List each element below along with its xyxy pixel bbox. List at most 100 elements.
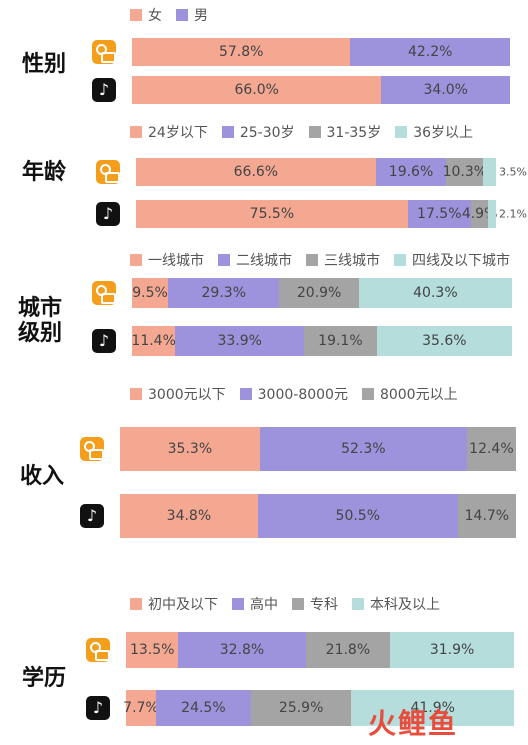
legend: 一线城市 二线城市 三线城市 四线及以下城市 (130, 250, 524, 270)
section-label: 年龄 (22, 160, 67, 185)
bar-segment: 29.3% (168, 278, 280, 308)
legend-item: 3000-8000元 (239, 384, 348, 404)
legend-label: 3000-8000元 (257, 387, 348, 403)
legend-label: 四线及以下城市 (412, 253, 510, 269)
bar-segment: 66.0% (132, 76, 382, 104)
bar-segment: 25.9% (250, 690, 352, 726)
data-label: 42.2% (407, 44, 453, 60)
legend-swatch (352, 598, 364, 610)
kuaishou-app-icon (96, 160, 120, 184)
legend-label: 初中及以下 (148, 597, 218, 613)
data-label: 2.1% (498, 207, 527, 221)
legend-swatch (221, 126, 234, 138)
bar-segment: 4.9% (462, 200, 497, 228)
data-label: 13.5% (129, 642, 175, 658)
data-label: 66.0% (234, 82, 279, 98)
legend: 3000元以下 3000-8000元 8000元以上 (130, 384, 472, 404)
legend-label: 36岁以上 (413, 125, 474, 141)
legend-label: 本科及以上 (370, 597, 440, 613)
bar-segment: 34.8% (120, 494, 258, 538)
legend-item: 24岁以下 (130, 122, 208, 142)
legend-item: 四线及以下城市 (394, 250, 510, 270)
legend: 24岁以下 25-30岁 31-35岁 36岁以上 (130, 122, 487, 142)
douyin-app-icon: ♪ (96, 202, 120, 226)
data-label: 11.4% (131, 333, 176, 349)
legend-item: 本科及以上 (352, 594, 440, 614)
section-label: 城市 级别 (18, 296, 63, 347)
bar-row: 66.6% 19.6% 10.3% 3.5% (136, 158, 527, 186)
legend-label: 三线城市 (324, 253, 380, 269)
data-label: 50.5% (335, 508, 381, 524)
section-label: 学历 (22, 666, 67, 691)
bar-segment: 7.7% (123, 690, 159, 726)
bar-segment: 57.8% (132, 38, 351, 66)
bar-segment: 33.9% (175, 326, 305, 356)
data-label: 75.5% (249, 206, 295, 222)
legend-swatch (395, 126, 408, 138)
legend-item: 一线城市 (130, 250, 204, 270)
bar-segment: 40.3% (358, 278, 512, 308)
data-label: 41.9% (410, 700, 455, 716)
data-label: 57.8% (218, 44, 264, 60)
legend-item: 初中及以下 (130, 594, 218, 614)
watermark-logo: 火鲤鱼 (368, 707, 459, 740)
legend-label: 男 (194, 8, 208, 24)
bar-segment: 41.9% (351, 690, 514, 726)
bar-segment: 66.6% (136, 158, 376, 186)
douyin-app-icon: ♪ (92, 329, 116, 353)
legend-item: 三线城市 (306, 250, 380, 270)
legend-label: 3000元以下 (148, 387, 226, 403)
bar-segment: 52.3% (259, 427, 467, 471)
bar-segment: 11.4% (131, 326, 176, 356)
legend-item: 男 (176, 5, 208, 25)
section-label: 收入 (20, 464, 65, 489)
legend-item: 36岁以上 (395, 122, 473, 142)
bar-segment: 24.5% (155, 690, 251, 726)
bar-segment: 21.8% (305, 632, 391, 668)
data-label: 17.5% (417, 206, 462, 222)
legend-label: 专科 (310, 597, 338, 613)
data-label: 34.8% (166, 508, 212, 524)
legend-label: 一线城市 (148, 253, 204, 269)
legend-swatch (232, 598, 244, 610)
legend: 初中及以下 高中 专科 本科及以上 (130, 594, 454, 614)
douyin-app-icon: ♪ (80, 504, 104, 528)
legend-item: 二线城市 (218, 250, 292, 270)
data-label: 19.1% (318, 333, 363, 349)
data-label: 12.4% (469, 441, 514, 457)
data-label: 7.7% (123, 700, 159, 716)
data-label: 31.9% (429, 642, 475, 658)
bar-row: 66.0% 34.0% (132, 76, 510, 104)
data-label: 3.5% (498, 165, 527, 179)
legend-swatch (308, 126, 321, 138)
legend-label: 8000元以上 (379, 387, 458, 403)
legend-item: 8000元以上 (361, 384, 458, 404)
data-label: 19.6% (388, 164, 434, 180)
legend-label: 25-30岁 (239, 125, 295, 141)
bar-row: 34.8% 50.5% 14.7% (120, 494, 516, 538)
bar-segment: 19.6% (375, 158, 447, 186)
bar-segment: 17.5% (407, 200, 471, 228)
data-label: 29.3% (201, 285, 246, 301)
data-label: 9.5% (132, 285, 168, 301)
bar-segment: 3.5% (483, 158, 527, 186)
data-label: 34.0% (423, 82, 468, 98)
kuaishou-app-icon (92, 281, 116, 305)
bar-segment: 10.3% (443, 158, 487, 186)
bar-segment: 9.5% (132, 278, 169, 308)
legend-swatch (130, 9, 142, 21)
bar-row: 57.8% 42.2% (132, 38, 510, 66)
legend-item: 专科 (292, 594, 338, 614)
data-label: 35.6% (422, 333, 467, 349)
bar-segment: 14.7% (457, 494, 516, 538)
legend-swatch (394, 254, 406, 266)
data-label: 24.5% (181, 700, 226, 716)
data-label: 10.3% (442, 164, 488, 180)
kuaishou-app-icon (80, 437, 104, 461)
legend-swatch (292, 598, 304, 610)
legend-swatch (176, 9, 188, 21)
legend-label: 二线城市 (236, 253, 292, 269)
data-label: 33.9% (217, 333, 262, 349)
kuaishou-app-icon (92, 40, 116, 64)
